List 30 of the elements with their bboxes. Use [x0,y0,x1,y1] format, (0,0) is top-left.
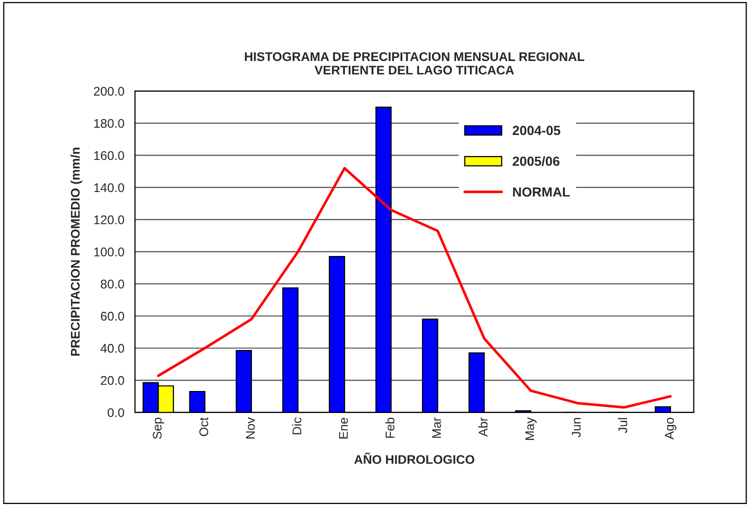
x-tick-label: May [525,417,537,440]
x-tick-label: Sep [152,418,164,439]
y-tick-label: 140.0 [94,183,124,192]
x-tick-label: Mar [432,417,442,438]
x-tick-label: Ene [339,418,348,438]
x-tick-label: Ago [665,418,676,440]
y-tick-label: 200.0 [94,86,124,96]
y-tick-label: 40.0 [100,344,124,353]
y-tick-label: 0.0 [108,408,124,418]
y-tick-label: 120.0 [94,215,124,224]
x-tick-label: Nov [246,417,255,438]
x-tick-label: Feb [385,418,394,438]
y-tick-label: 80.0 [100,280,124,289]
x-tick-label: Abr [478,417,488,437]
y-tick-label: 20.0 [100,376,124,385]
x-tick-label: Jun [572,418,581,438]
x-axis-title: AÑO HIDROLOGICO [354,452,474,464]
line-series [157,166,672,409]
y-tick-label: 160.0 [94,151,124,160]
y-tick-label: 180.0 [94,119,124,128]
legend-label: 2005/06 [512,156,560,166]
x-tick-label: Jul [618,418,628,434]
legend-label: 2004-05 [512,126,560,136]
x-tick-label: Dic [292,418,302,434]
y-tick-label: 100.0 [94,248,124,256]
legend-label: NORMAL [513,187,570,197]
chart-title: HISTOGRAMA DE PRECIPITACION MENSUAL REGIONAL VERTIENTE DEL LAGO TITICACA [244,52,584,75]
x-tick-label: Oct [199,417,208,436]
y-tick-label: 60.0 [100,312,124,321]
y-axis-title: PRECIPITACION PROMEDIO (mm/n [70,148,82,356]
